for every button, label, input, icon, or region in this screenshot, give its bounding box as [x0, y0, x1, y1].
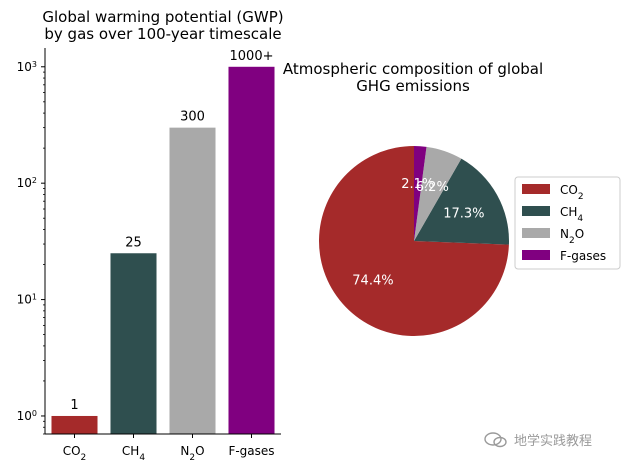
x-tick-label: F-gases	[228, 444, 274, 458]
bar-chart-title-line2: by gas over 100-year timescale	[44, 25, 281, 43]
legend-swatch	[522, 184, 550, 194]
bar-co2	[51, 415, 98, 434]
legend-frame	[514, 176, 621, 270]
bar-value-label: 25	[125, 235, 142, 250]
legend-label: CO2	[560, 183, 584, 202]
pie-slice-ch4	[414, 158, 509, 245]
y-tick-label: 100	[17, 408, 37, 423]
x-tick-label: CO2	[63, 444, 87, 463]
bar-f-gases	[228, 66, 275, 434]
pie-slice-co2	[319, 146, 509, 336]
legend-swatch	[522, 228, 550, 238]
pie-slice-n2o	[414, 146, 462, 241]
legend-label: F-gases	[560, 249, 606, 263]
y-tick-label: 103	[17, 59, 37, 74]
wechat-icon	[484, 432, 507, 448]
legend-swatch	[522, 250, 550, 260]
bar-value-label: 1000+	[230, 49, 274, 64]
bar-value-label: 1	[70, 398, 78, 413]
watermark: 地学实践教程	[484, 430, 592, 449]
pie-pct-label: 6.2%	[416, 180, 449, 195]
legend-label: N2O	[560, 227, 584, 246]
pie-chart: Atmospheric composition of global GHG em…	[283, 60, 621, 336]
pie-chart-title-line2: GHG emissions	[356, 77, 470, 95]
y-tick-label: 101	[17, 292, 37, 307]
y-tick-label: 102	[17, 176, 37, 191]
pie-slice-f-gases	[414, 146, 427, 241]
pie-chart-title-line1: Atmospheric composition of global	[283, 60, 543, 78]
bar-chart: Global warming potential (GWP) by gas ov…	[17, 8, 284, 463]
legend-label: CH4	[560, 205, 583, 224]
watermark-text: 地学实践教程	[514, 434, 593, 449]
bar-n2o	[169, 127, 216, 435]
pie-pct-label: 17.3%	[443, 206, 484, 221]
pie-pct-label: 2.1%	[401, 177, 434, 192]
bar-ch4	[110, 253, 157, 434]
x-tick-label: CH4	[122, 444, 145, 463]
legend-swatch	[522, 206, 550, 216]
bar-value-label: 300	[180, 110, 205, 125]
legend: CO2 CH4 N2O F-gases	[514, 176, 621, 270]
pie-pct-label: 74.4%	[352, 274, 393, 289]
bar-chart-title-line1: Global warming potential (GWP)	[42, 8, 283, 26]
x-tick-label: N2O	[180, 444, 204, 463]
